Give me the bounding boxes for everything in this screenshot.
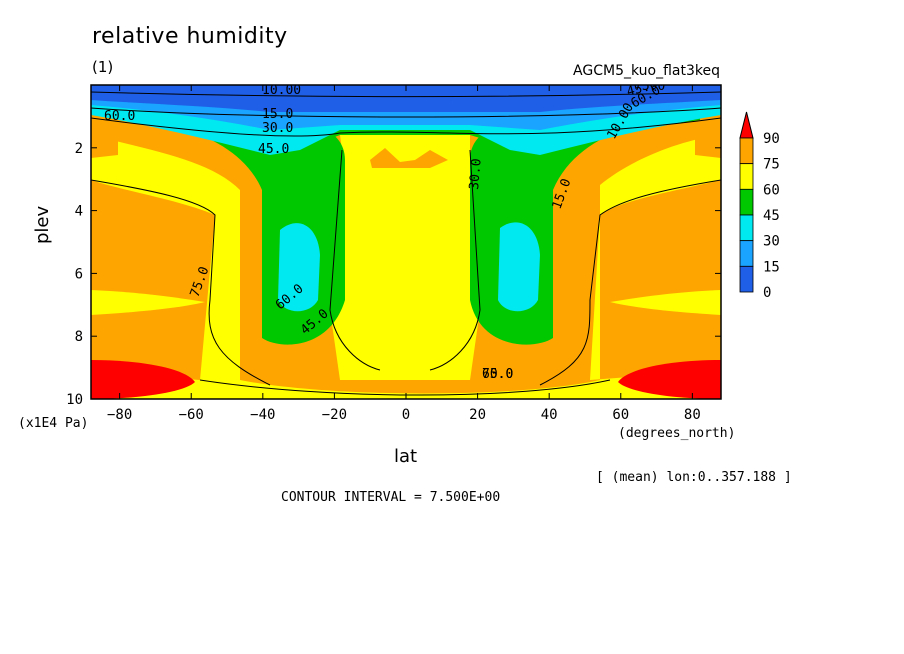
- contour-label: 60.0: [104, 109, 135, 124]
- colorbar-label: 30: [763, 234, 780, 250]
- colorbar-swatch: [739, 214, 754, 242]
- contour-interval: CONTOUR INTERVAL = 7.500E+00: [281, 490, 501, 505]
- contour-label: 30.0: [262, 121, 293, 136]
- colorbar-label: 90: [763, 131, 780, 147]
- cyan-left: [278, 223, 320, 312]
- colorbar-swatch: [739, 188, 754, 216]
- y-tick-label: 2: [75, 141, 83, 157]
- contour-label: 10.00: [262, 83, 301, 98]
- y-tick-label: 10: [66, 392, 83, 408]
- colorbar: 90 75 60 45 30 15 0: [739, 111, 780, 301]
- x-tick-label: 20: [469, 407, 486, 423]
- yellow-right-lens: [610, 290, 721, 315]
- colorbar-label: 45: [763, 208, 780, 224]
- contour-label: 75.0: [634, 79, 665, 94]
- colorbar-swatch: [739, 240, 754, 267]
- contour-60-left: [91, 179, 271, 386]
- x-tick-label: 40: [541, 407, 558, 423]
- red-left: [91, 360, 195, 399]
- x-tick-label: −20: [322, 407, 347, 423]
- chart-subtitle: (1): [92, 58, 114, 76]
- y-tick-label: 6: [75, 266, 83, 282]
- y-axis-label: plev: [32, 205, 53, 244]
- x-axis-label: lat: [394, 446, 418, 467]
- x-axis: −80 −60 −40 −20 0 20 40 60 80: [107, 85, 701, 423]
- contour-label: 15.0: [262, 107, 293, 122]
- contour-label: 60.0: [482, 367, 513, 382]
- blue-top: [91, 85, 721, 112]
- contour-10: [91, 91, 721, 97]
- y-tick-label: 8: [75, 329, 83, 345]
- y-tick-label: 4: [75, 204, 83, 220]
- chart-title: relative humidity: [92, 24, 288, 49]
- model-label: AGCM5_kuo_flat3keq: [573, 63, 720, 79]
- contour-label: 45.0: [258, 142, 289, 157]
- colorbar-label: 60: [763, 182, 780, 198]
- x-tick-label: 80: [684, 407, 701, 423]
- y-axis: 2 4 6 8 10: [66, 141, 721, 408]
- contour-label: 30.0: [467, 158, 485, 191]
- colorbar-swatch: [739, 265, 754, 293]
- colorbar-swatch: [739, 137, 754, 165]
- contour-30: [91, 117, 721, 137]
- colorbar-extend-arrow: [739, 111, 754, 139]
- contour-15: [91, 107, 721, 118]
- colorbar-label: 75: [763, 157, 780, 173]
- x-tick-label: −80: [107, 407, 132, 423]
- contour-inner-left: [329, 149, 381, 371]
- red-right: [618, 360, 721, 399]
- cyan-right: [498, 222, 540, 312]
- colorbar-swatch: [739, 163, 754, 190]
- orange-bump: [370, 148, 448, 168]
- contour-label: 75.0: [482, 367, 513, 382]
- yellow-left-lens: [91, 290, 205, 315]
- y-axis-unit: (x1E4 Pa): [18, 416, 89, 431]
- colorbar-label: 0: [763, 285, 771, 301]
- x-tick-label: 0: [402, 407, 410, 423]
- contour-60-right: [539, 179, 721, 386]
- contour-75-bottom: [199, 379, 611, 396]
- colorbar-label: 15: [763, 259, 780, 275]
- contour-fills: [91, 85, 721, 399]
- mean-note: [ (mean) lon:0..357.188 ]: [596, 470, 792, 485]
- orange-right-edge: [695, 125, 721, 158]
- contour-inner-right: [429, 149, 481, 371]
- x-tick-label: 60: [612, 407, 629, 423]
- x-tick-label: −40: [250, 407, 275, 423]
- x-tick-label: −60: [179, 407, 204, 423]
- contour-lines: [91, 91, 721, 396]
- orange-left-edge: [91, 125, 118, 158]
- yellow-band: [91, 135, 721, 399]
- yellow-center: [330, 135, 480, 380]
- x-axis-unit: (degrees_north): [618, 426, 736, 441]
